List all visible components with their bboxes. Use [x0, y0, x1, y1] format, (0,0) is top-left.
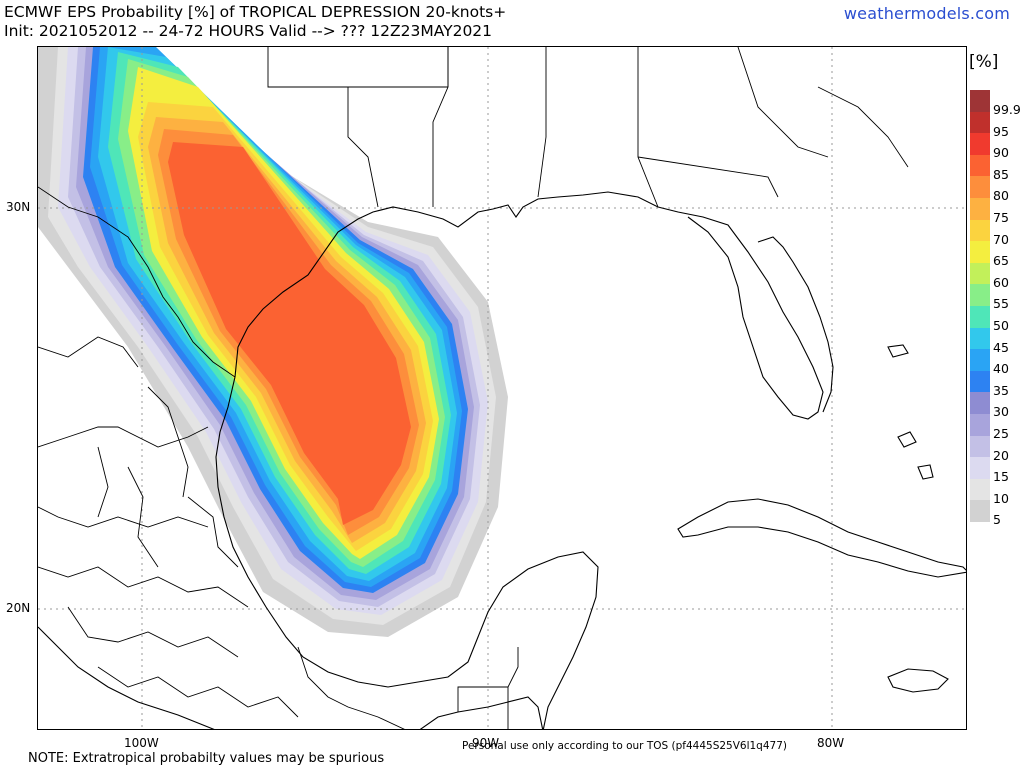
init-valid-line: Init: 2021052012 -- 24-72 HOURS Valid --…: [4, 22, 493, 40]
colorbar-swatch: [970, 154, 990, 177]
colorbar-swatch: [970, 370, 990, 393]
colorbar-label: 90: [993, 145, 1009, 161]
colorbar-label: 75: [993, 210, 1009, 225]
colorbar-swatch: [970, 413, 990, 436]
lon-label-90w: 90W: [472, 736, 500, 750]
extratropical-note: NOTE: Extratropical probabilty values ma…: [28, 751, 385, 766]
colorbar-swatch: [970, 176, 990, 198]
colorbar: [970, 90, 990, 522]
colorbar-swatch: [970, 219, 990, 242]
band-85: [168, 142, 411, 525]
colorbar-swatch: [970, 262, 990, 285]
colorbar-swatch: [970, 305, 990, 328]
lon-label-100w: 100W: [124, 736, 159, 750]
map-svg: [38, 47, 966, 729]
colorbar-label: 65: [993, 253, 1009, 269]
colorbar-label: 50: [993, 318, 1009, 333]
lat-label-30n: 30N: [6, 200, 31, 214]
colorbar-label: 40: [993, 361, 1009, 377]
colorbar-label: 35: [993, 382, 1009, 398]
colorbar-swatch: [970, 435, 990, 458]
colorbar-swatch: [970, 284, 990, 306]
colorbar-label: 55: [993, 296, 1009, 312]
site-link[interactable]: weathermodels.com: [843, 4, 1010, 23]
lat-label-20n: 20N: [6, 601, 31, 615]
legend-unit: [%]: [969, 52, 999, 72]
colorbar-swatch: [970, 457, 990, 479]
colorbar-swatch: [970, 392, 990, 414]
chart-title: ECMWF EPS Probability [%] of TROPICAL DE…: [4, 3, 507, 21]
colorbar-label: 80: [993, 188, 1009, 204]
lon-label-80w: 80W: [817, 736, 845, 750]
colorbar-label: 60: [993, 274, 1009, 290]
colorbar-label: 15: [993, 469, 1009, 485]
colorbar-label: 85: [993, 166, 1009, 182]
colorbar-swatch: [970, 478, 990, 501]
colorbar-label: 20: [993, 447, 1009, 463]
colorbar-swatch: [970, 327, 990, 350]
tos-notice: Personal use only according to our TOS (…: [462, 740, 787, 752]
coastlines: [38, 191, 966, 729]
colorbar-label: 70: [993, 231, 1009, 247]
colorbar-label: 30: [993, 404, 1009, 420]
colorbar-label: 5: [993, 512, 1001, 528]
colorbar-label: 10: [993, 490, 1009, 506]
colorbar-swatch: [970, 133, 990, 155]
probability-plume: [38, 47, 508, 637]
colorbar-label: 25: [993, 426, 1009, 441]
colorbar-swatch: [970, 90, 990, 112]
colorbar-label: 99.9: [993, 102, 1021, 117]
colorbar-swatch: [970, 349, 990, 371]
colorbar-swatch: [970, 241, 990, 263]
colorbar-swatch: [970, 197, 990, 220]
state-borders: [38, 47, 909, 729]
graticule: [38, 47, 966, 729]
colorbar-label: 95: [993, 123, 1009, 139]
colorbar-label: 45: [993, 339, 1009, 355]
colorbar-swatch: [970, 111, 990, 134]
map-panel: [37, 46, 967, 730]
colorbar-swatch: [970, 500, 990, 522]
